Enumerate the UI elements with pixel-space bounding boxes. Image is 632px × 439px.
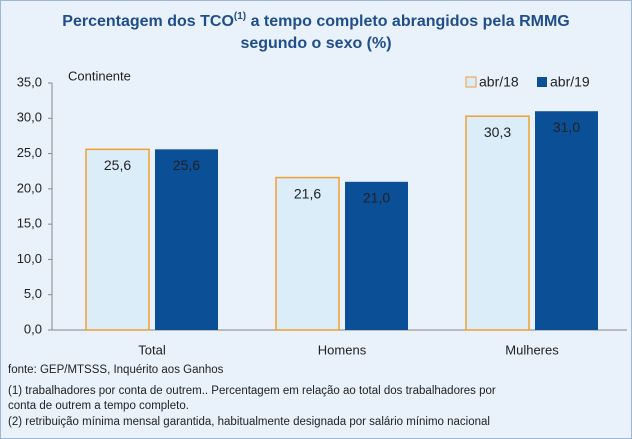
data-label: 25,6: [104, 157, 131, 173]
x-tick-label: Homens: [318, 342, 367, 357]
title-part: a tempo completo abrangidos pela RMMG: [246, 13, 570, 30]
y-tick-label: 10,0: [17, 251, 42, 266]
legend-swatch: [465, 76, 477, 88]
y-tick-label: 15,0: [17, 216, 42, 231]
legend-swatch: [537, 77, 547, 87]
legend-label: abr/18: [479, 74, 519, 90]
x-tick-label: Total: [138, 342, 166, 357]
bar: [85, 148, 150, 331]
data-label: 21,6: [294, 185, 321, 201]
chart-title: Percentagem dos TCO(1) a tempo completo …: [62, 11, 569, 31]
data-label: 30,3: [484, 124, 511, 140]
y-tick-label: 20,0: [17, 180, 42, 195]
data-label: 25,6: [173, 157, 200, 173]
bar: [535, 111, 598, 330]
chart-title: segundo o sexo (%): [240, 35, 391, 52]
annotation: Continente: [68, 68, 131, 83]
footnote: (1) trabalhadores por conta de outrem.. …: [8, 385, 496, 397]
y-tick-label: 35,0: [17, 74, 42, 89]
bar: [275, 176, 340, 331]
footnote: conta de outrem a tempo completo.: [8, 400, 189, 412]
footnote: (2) retribuição mínima mensal garantida,…: [8, 416, 490, 428]
y-tick-label: 5,0: [24, 286, 42, 301]
title-part: Percentagem dos TCO: [62, 13, 234, 30]
footnote: fonte: GEP/MTSSS, Inquérito aos Ganhos: [8, 364, 224, 376]
data-label: 21,0: [363, 190, 390, 206]
y-tick-label: 0,0: [24, 321, 42, 336]
y-tick-label: 30,0: [17, 110, 42, 125]
bar: [345, 181, 408, 330]
data-label: 31,0: [553, 119, 580, 135]
x-tick-label: Mulheres: [505, 342, 559, 357]
bar: [465, 115, 530, 331]
title-superscript: (1): [234, 11, 246, 22]
bar: [155, 149, 218, 330]
y-tick-label: 25,0: [17, 145, 42, 160]
legend-label: abr/19: [550, 74, 590, 90]
